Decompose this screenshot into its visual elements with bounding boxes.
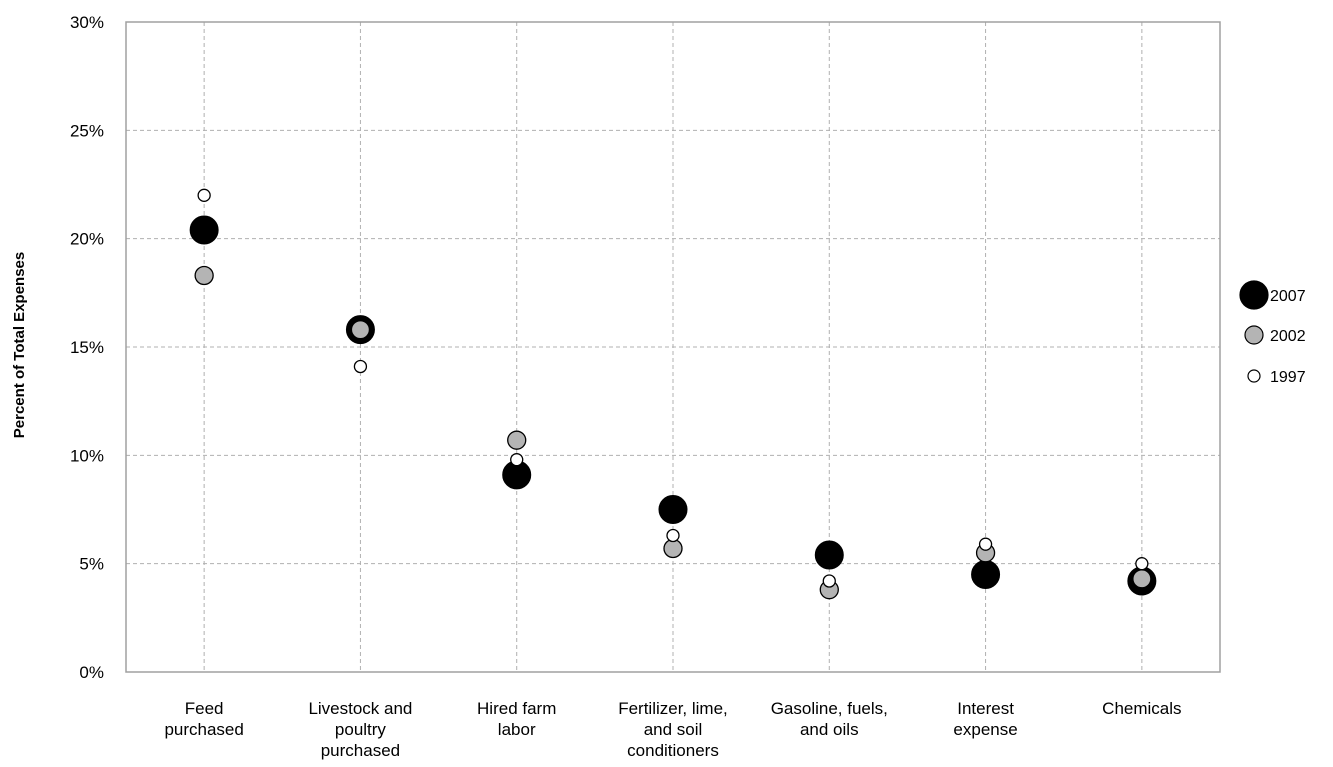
x-category-line: expense: [953, 720, 1017, 739]
x-category-label: Gasoline, fuels, and oils: [771, 699, 888, 739]
point-1997: [510, 453, 524, 467]
point-1997: [822, 574, 836, 588]
data-points: [189, 188, 1157, 600]
point-2007: [814, 540, 844, 570]
point-2002: [663, 538, 683, 559]
x-category-line: purchased: [321, 741, 400, 760]
legend-label: 2007: [1270, 288, 1306, 305]
y-axis-label: Percent of Total Expenses: [11, 252, 28, 438]
x-category-line: labor: [498, 720, 536, 739]
x-category-line: Hired farm: [477, 699, 556, 718]
legend-marker-2002: [1244, 325, 1264, 345]
point-2002: [350, 320, 371, 340]
x-category-line: Livestock and: [308, 699, 412, 718]
y-tick-label: 5%: [79, 555, 104, 574]
x-category-line: Feed: [185, 699, 224, 718]
x-category-line: conditioners: [627, 741, 719, 760]
y-tick-label: 0%: [79, 663, 104, 682]
grid: [125, 21, 1221, 673]
x-category-line: poultry: [335, 720, 387, 739]
y-tick-label: 15%: [70, 338, 104, 357]
x-axis-categories: Feed purchased Livestock and poultry purchas…: [164, 699, 1181, 760]
x-category-label: Interest expense: [953, 699, 1017, 739]
y-axis-ticks: 0% 5% 10% 15% 20% 25% 30%: [70, 13, 104, 682]
x-category-line: Gasoline, fuels,: [771, 699, 888, 718]
x-category-line: Interest: [957, 699, 1014, 718]
point-2007: [971, 560, 1001, 589]
x-category-line: Chemicals: [1102, 699, 1181, 718]
x-category-label: Feed purchased: [164, 699, 243, 739]
point-1997: [197, 188, 211, 202]
x-category-line: Fertilizer, lime,: [618, 699, 728, 718]
x-category-label: Livestock and poultry purchased: [308, 699, 412, 760]
legend-label: 2002: [1270, 328, 1306, 345]
x-category-line: and soil: [644, 720, 703, 739]
legend-marker-1997: [1247, 369, 1261, 383]
point-2007: [658, 495, 688, 524]
x-category-label: Chemicals: [1102, 699, 1181, 718]
y-tick-label: 10%: [70, 446, 104, 465]
point-1997: [353, 359, 368, 374]
x-category-line: purchased: [164, 720, 243, 739]
point-2002: [1132, 569, 1152, 589]
legend: 2007 2002 1997: [1239, 280, 1306, 386]
point-2002: [507, 430, 527, 450]
plot-frame: [125, 21, 1221, 673]
point-2002: [194, 265, 214, 286]
point-2007: [189, 215, 219, 245]
y-tick-label: 20%: [70, 230, 104, 249]
point-1997: [1135, 557, 1149, 571]
point-1997: [978, 537, 993, 551]
legend-label: 1997: [1270, 369, 1306, 386]
point-1997: [666, 528, 680, 543]
x-category-label: Hired farm labor: [477, 699, 556, 739]
y-tick-label: 30%: [70, 13, 104, 32]
legend-marker-2007: [1239, 280, 1269, 310]
x-category-label: Fertilizer, lime, and soil conditioners: [618, 699, 728, 760]
y-tick-label: 25%: [70, 121, 104, 140]
x-category-line: and oils: [800, 720, 859, 739]
